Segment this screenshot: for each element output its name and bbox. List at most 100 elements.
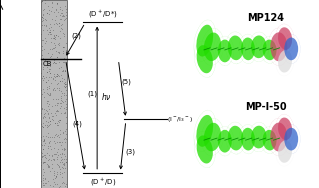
Point (39, 158, 44, 161)
Point (62, 91, 67, 94)
Point (55, 73, 60, 76)
Point (45, 12, 50, 15)
Point (53, 177, 58, 180)
Point (39, 71, 44, 74)
Point (57, 36, 62, 39)
Point (55, 101, 60, 104)
Point (41, 174, 46, 177)
Point (55, 119, 60, 122)
Point (48, 92, 53, 95)
Point (53, 61, 58, 64)
Point (45, 145, 50, 148)
Point (59, 102, 64, 105)
Ellipse shape (228, 126, 243, 150)
Point (55, 86, 60, 89)
Point (45, 112, 50, 115)
Point (41, 95, 46, 98)
Point (39, 180, 44, 183)
Point (47, 33, 52, 36)
Point (39, 33, 44, 36)
Point (58, 184, 63, 187)
Point (59, 171, 64, 174)
Point (38, 122, 43, 125)
Point (53, 37, 58, 40)
Point (51, 184, 56, 187)
Point (48, 30, 53, 33)
Point (46, 153, 51, 156)
Point (41, 18, 46, 21)
Point (51, 135, 56, 138)
Point (59, 99, 64, 102)
Point (55, 162, 60, 165)
Point (47, 30, 52, 33)
Ellipse shape (218, 40, 232, 62)
Point (41, 90, 46, 93)
Point (48, 37, 54, 40)
Point (45, 79, 50, 82)
Point (46, 179, 51, 182)
Point (49, 114, 54, 117)
Point (40, 29, 45, 32)
Text: (I$^-$/I$_3$$^-$): (I$^-$/I$_3$$^-$) (167, 115, 194, 124)
Point (61, 167, 66, 170)
Point (49, 26, 54, 29)
Ellipse shape (278, 50, 292, 73)
Point (52, 89, 57, 92)
Point (63, 166, 68, 169)
Point (43, 119, 48, 122)
Point (60, 69, 65, 72)
Point (56, 135, 62, 138)
Point (42, 58, 48, 61)
Point (56, 22, 62, 25)
Point (61, 163, 66, 166)
Point (44, 18, 49, 21)
Point (48, 120, 53, 123)
Point (60, 14, 65, 17)
Point (61, 147, 66, 150)
Point (53, 98, 58, 101)
Point (46, 100, 51, 103)
Point (53, 61, 58, 64)
Point (54, 108, 59, 111)
Point (63, 108, 68, 111)
Ellipse shape (278, 27, 292, 50)
Ellipse shape (241, 38, 255, 60)
Point (59, 175, 64, 178)
Text: MP124: MP124 (247, 13, 284, 23)
Point (59, 166, 64, 169)
Point (63, 69, 68, 72)
Point (52, 78, 57, 81)
Point (48, 94, 53, 97)
Point (61, 149, 66, 152)
Point (61, 107, 66, 110)
Point (48, 10, 53, 13)
Point (55, 1, 60, 4)
Point (54, 33, 59, 36)
Point (52, 182, 57, 185)
Point (61, 19, 66, 22)
Point (43, 108, 48, 111)
Point (46, 64, 51, 67)
Point (55, 171, 60, 174)
Point (55, 151, 60, 154)
Point (48, 72, 53, 75)
Point (56, 43, 61, 46)
Point (52, 142, 57, 145)
Point (39, 108, 44, 111)
Point (46, 158, 51, 161)
Point (45, 124, 50, 127)
Point (64, 103, 69, 106)
Point (40, 183, 45, 186)
Ellipse shape (251, 36, 266, 58)
Point (64, 128, 69, 131)
Point (41, 65, 46, 68)
Point (63, 89, 68, 92)
Point (50, 77, 55, 80)
Point (63, 160, 69, 163)
Point (55, 51, 60, 54)
Ellipse shape (204, 123, 221, 151)
Point (47, 140, 52, 143)
Point (63, 83, 68, 86)
Point (55, 10, 60, 13)
Point (42, 76, 47, 79)
